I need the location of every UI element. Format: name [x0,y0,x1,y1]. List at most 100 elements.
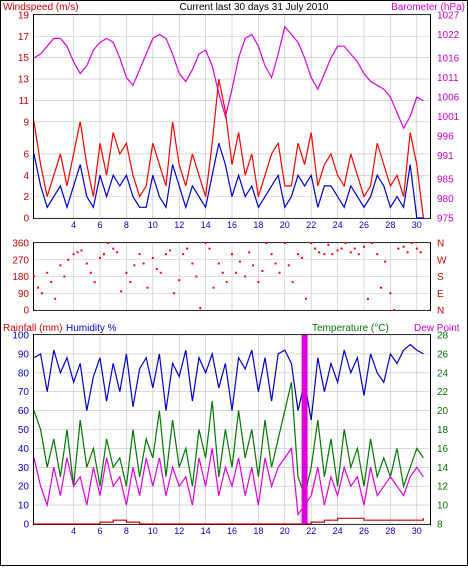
direction-point [389,292,392,295]
x-tick-label: 10 [148,526,158,536]
x-tick-label: 28 [385,526,395,536]
direction-point [99,256,101,259]
humidity-line [33,343,424,421]
temperature-axis-title: Temperature (°C) [312,323,389,334]
x-tick-label: 4 [71,220,76,230]
y-left-tick-label: 30 [18,463,30,474]
y-left-tick-label: 0 [23,214,29,225]
direction-point [323,253,326,256]
x-tick-label: 6 [97,526,102,536]
direction-point [366,297,369,300]
x-tick-label: 18 [253,220,263,230]
axes-layer: 4 6 8 10 12 14 16 18 20 22 24 26 28 30024691113151719… [12,11,459,537]
direction-point [138,253,141,256]
direction-point [274,262,277,265]
direction-point [142,262,145,265]
direction-point [291,281,294,284]
y-left-tick-label: 270 [12,255,29,266]
direction-point [36,286,39,289]
y-right-tick-label: 20 [437,406,449,417]
y-left-tick-label: 90 [18,289,30,300]
direction-point [93,281,96,284]
compass-label: S [437,272,444,283]
rainfall-line [34,517,424,525]
y-right-tick-label: 28 [437,331,449,342]
y-right-tick-label: 1016 [437,53,460,64]
direction-point [221,271,224,274]
y-right-tick-label: 22 [437,387,449,398]
x-tick-label: 14 [201,526,211,536]
y-left-tick-label: 0 [23,520,29,531]
direction-point [287,264,290,267]
direction-point [310,242,313,244]
direction-point [402,245,405,248]
x-tick-label: 8 [124,526,129,536]
x-tick-label: 26 [359,526,369,536]
direction-point [159,271,162,274]
y-right-tick-label: 8 [437,520,443,531]
y-left-tick-label: 17 [18,32,30,43]
x-tick-label: 24 [333,220,343,230]
y-right-tick-label: 1022 [437,30,460,41]
x-tick-label: 4 [71,526,76,536]
direction-point [283,242,286,244]
direction-point [344,242,347,244]
direction-point [257,281,260,284]
direction-point [270,253,273,256]
direction-point [106,242,109,244]
direction-point [331,253,334,256]
y-left-tick-label: 80 [18,368,30,379]
x-tick-label: 8 [124,220,129,230]
temperature-line [33,382,424,498]
direction-point [410,242,413,244]
y-left-tick-label: 19 [18,11,30,22]
x-tick-label: 22 [306,220,316,230]
direction-point [353,247,356,250]
y-right-tick-label: 10 [437,501,449,512]
direction-point [59,264,62,267]
direction-point [155,268,158,271]
direction-point [318,251,321,254]
y-left-tick-label: 0 [23,306,29,317]
x-tick-label: 26 [359,220,369,230]
direction-point [178,279,181,282]
dewpoint-axis-title: Dew Point [414,323,460,334]
y-right-tick-label: 1006 [437,92,460,103]
y-left-tick-label: 11 [19,96,30,107]
y-left-tick-label: 60 [18,406,30,417]
rainfall-axis-title: Rainfall (mm) [3,323,62,334]
humidity-axis-title: Humidity % [66,323,117,334]
y-left-tick-label: 70 [18,387,30,398]
x-tick-label: 20 [280,220,290,230]
y-right-tick-label: 1011 [437,73,459,84]
direction-point [146,286,149,289]
direction-point [212,286,215,289]
y-right-tick-label: 24 [437,368,449,379]
direction-point [195,275,198,278]
y-left-tick-label: 4 [23,171,29,182]
series-layer [33,25,424,525]
x-tick-label: 14 [201,220,211,230]
direction-point [112,247,115,250]
direction-point [72,253,75,256]
x-tick-label: 30 [412,220,422,230]
direction-point [231,253,233,256]
y-left-tick-label: 10 [18,501,30,512]
direction-point [46,271,49,274]
barometer-axis-title: Barometer (hPa) [391,2,465,13]
direction-point [384,260,387,263]
direction-point [336,249,339,252]
compass-label: N [437,306,444,317]
x-tick-label: 6 [97,220,102,230]
direction-point [204,242,207,244]
direction-point [182,253,185,256]
direction-point [67,258,70,261]
gust-line [33,78,424,219]
y-right-tick-label: 18 [437,425,449,436]
direction-point [248,251,251,254]
direction-point [116,251,119,254]
direction-point [340,247,343,250]
direction-point [278,271,281,274]
direction-point [261,269,264,272]
direction-point [304,297,307,300]
